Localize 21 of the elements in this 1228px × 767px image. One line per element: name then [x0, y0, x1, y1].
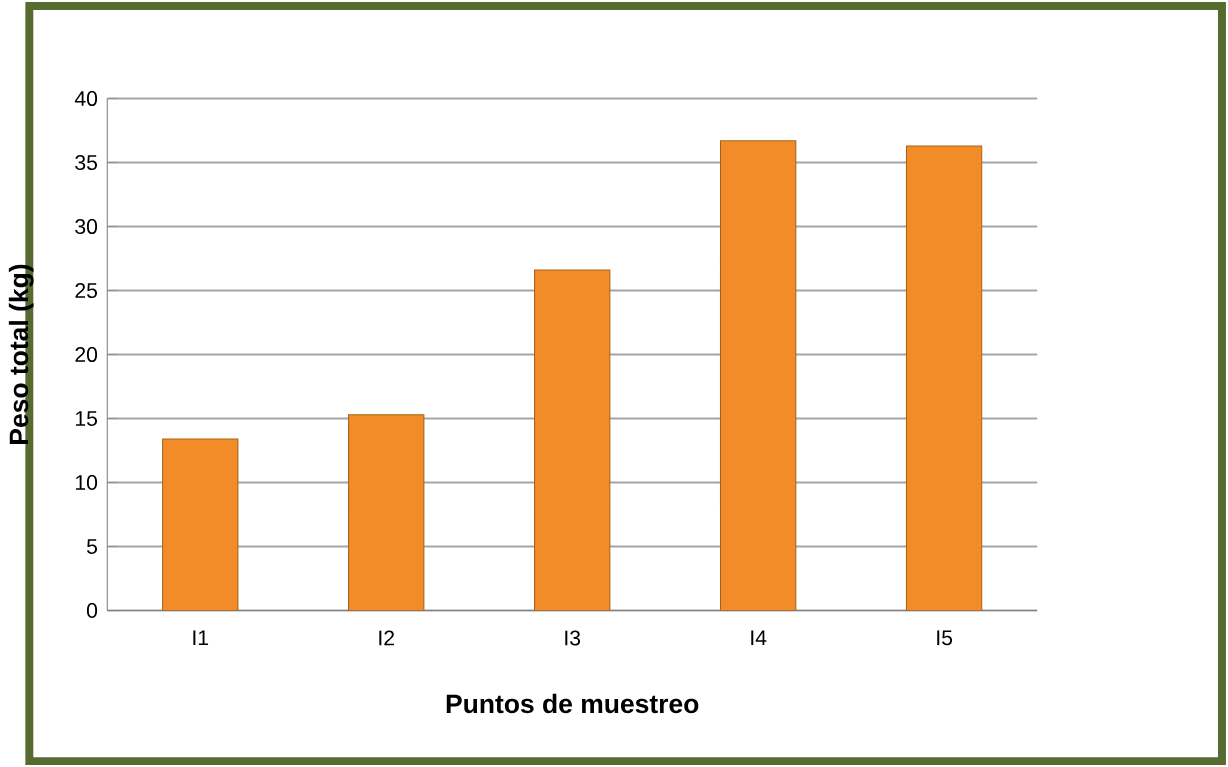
- y-tick-label: 5: [86, 539, 98, 554]
- bar: [905, 145, 983, 611]
- y-tick-label: 10: [75, 474, 98, 490]
- bar: [162, 438, 239, 611]
- x-tick-label: I5: [937, 630, 953, 646]
- y-tick-label: 30: [75, 219, 98, 234]
- y-tick-label: 35: [75, 155, 98, 170]
- x-tick-label: I3: [565, 630, 581, 646]
- y-tick-label: 40: [74, 91, 98, 106]
- y-tick-label: 25: [75, 283, 98, 298]
- x-tick-label: I4: [751, 630, 767, 645]
- x-axis-title: Puntos de muestreo: [446, 693, 699, 714]
- y-axis-title: Peso total (kg): [8, 264, 34, 444]
- y-tick-label: 0: [86, 602, 98, 618]
- y-tick-label: 20: [75, 346, 98, 362]
- bar: [348, 414, 425, 611]
- bar: [534, 269, 611, 611]
- x-tick-label: I1: [193, 630, 209, 645]
- bar: [719, 140, 797, 611]
- y-tick-label: 15: [75, 411, 98, 426]
- x-tick-label: I2: [379, 630, 394, 646]
